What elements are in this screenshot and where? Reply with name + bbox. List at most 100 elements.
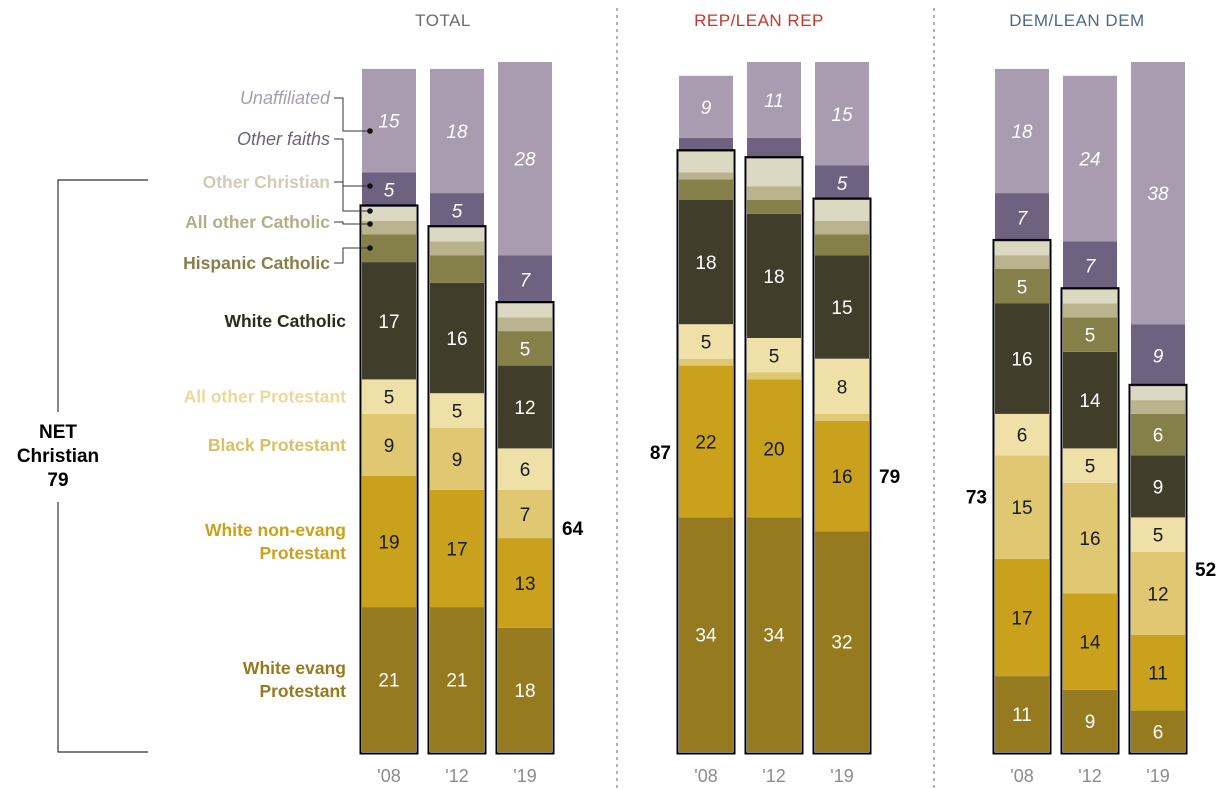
data-label-total-12-all-other-protestant: 5 xyxy=(452,401,463,422)
bar-segment-total-19-white-non-evang-protestant xyxy=(498,538,552,628)
data-label-dem-lean-dem-12-all-other-protestant: 5 xyxy=(1085,457,1096,478)
bar-segment-rep-lean-rep-12-white-non-evang-protestant xyxy=(747,379,801,518)
data-label-dem-lean-dem-08-white-non-evang-protestant: 17 xyxy=(1011,608,1032,629)
net-christian-label-line-2: Christian xyxy=(17,446,99,467)
bar-segment-rep-lean-rep-12-black-protestant xyxy=(747,372,801,380)
data-label-rep-lean-rep-08-all-other-protestant: 5 xyxy=(701,332,712,353)
bar-segment-total-12-hispanic-catholic xyxy=(430,255,484,283)
bar-segment-dem-lean-dem-08-white-non-evang-protestant xyxy=(995,558,1049,677)
category-label-white-catholic-line-1: White Catholic xyxy=(224,311,346,331)
bar-segment-total-12-all-other-catholic xyxy=(430,241,484,256)
data-label-rep-lean-rep-08-white-catholic: 18 xyxy=(695,253,716,274)
data-label-total-19-all-other-protestant: 6 xyxy=(520,460,531,481)
leader-line-hispanic-catholic xyxy=(334,247,370,264)
group-title-total: TOTAL xyxy=(415,11,471,30)
year-label-total-08: '08 xyxy=(377,766,400,786)
bar-segment-total-19-white-evang-protestant xyxy=(498,627,552,752)
bar-segment-total-08-other-christian xyxy=(362,206,416,221)
bar-segment-total-19-all-other-protestant xyxy=(498,448,552,490)
net-christian-label-bg xyxy=(22,412,94,502)
category-label-hispanic-catholic: Hispanic Catholic xyxy=(183,253,330,273)
data-label-rep-lean-rep-19-other-faiths: 5 xyxy=(837,174,848,195)
category-label-all-other-protestant: All other Protestant xyxy=(184,387,347,407)
bar-segment-total-08-all-other-protestant xyxy=(362,379,416,414)
bar-segment-rep-lean-rep-12-hispanic-catholic xyxy=(747,200,801,214)
bar-segment-dem-lean-dem-12-black-protestant xyxy=(1063,482,1117,594)
bar-segment-dem-lean-dem-08-other-faiths xyxy=(995,193,1049,242)
category-label-other-faiths: Other faiths xyxy=(237,129,330,149)
bar-segment-dem-lean-dem-12-white-non-evang-protestant xyxy=(1063,593,1117,690)
bar-segment-rep-lean-rep-12-white-catholic xyxy=(747,213,801,338)
bar-segment-dem-lean-dem-12-white-evang-protestant xyxy=(1063,689,1117,752)
leader-dot-other-christian xyxy=(367,208,373,214)
bar-segment-dem-lean-dem-08-white-catholic xyxy=(995,303,1049,414)
data-label-total-12-other-faiths: 5 xyxy=(452,201,463,222)
data-label-rep-lean-rep-08-white-evang-protestant: 34 xyxy=(695,626,717,647)
data-label-total-12-unaffiliated: 18 xyxy=(446,122,468,143)
bar-segment-total-08-black-protestant xyxy=(362,413,416,476)
bar-segment-total-19-white-catholic xyxy=(498,365,552,449)
bar-segment-dem-lean-dem-08-white-evang-protestant xyxy=(995,676,1049,752)
net-christian-box-total-12 xyxy=(427,225,487,755)
bar-segment-total-08-all-other-catholic xyxy=(362,220,416,235)
data-label-rep-lean-rep-19-all-other-protestant: 8 xyxy=(837,377,848,398)
year-label-rep-lean-rep-19: '19 xyxy=(830,766,853,786)
bar-segment-dem-lean-dem-19-white-evang-protestant xyxy=(1131,710,1185,752)
data-label-total-19-unaffiliated: 28 xyxy=(513,150,536,171)
leader-line-unaffiliated xyxy=(334,97,370,132)
net-christian-box-rep-lean-rep-12 xyxy=(744,156,804,755)
data-label-total-19-white-catholic: 12 xyxy=(514,398,535,419)
bar-segment-dem-lean-dem-19-hispanic-catholic xyxy=(1131,413,1185,456)
data-label-dem-lean-dem-12-black-protestant: 16 xyxy=(1079,529,1100,550)
data-label-dem-lean-dem-08-unaffiliated: 18 xyxy=(1011,122,1033,143)
data-label-dem-lean-dem-19-white-catholic: 9 xyxy=(1153,477,1164,498)
data-label-total-08-white-catholic: 17 xyxy=(378,312,399,333)
net-christian-box-rep-lean-rep-19 xyxy=(812,197,872,755)
bar-segment-dem-lean-dem-19-white-non-evang-protestant xyxy=(1131,634,1185,711)
category-label-white-evang-protestant: White evang Protestant xyxy=(243,658,346,701)
bar-segment-rep-lean-rep-19-unaffiliated xyxy=(815,62,869,166)
net-christian-label-line-3: 79 xyxy=(47,470,68,491)
bar-segment-rep-lean-rep-12-all-other-protestant xyxy=(747,338,801,373)
data-label-rep-lean-rep-12-white-evang-protestant: 34 xyxy=(763,626,785,647)
bar-segment-dem-lean-dem-19-all-other-protestant xyxy=(1131,517,1185,552)
net-christian-box-dem-lean-dem-08 xyxy=(992,238,1052,755)
category-label-white-non-evang-protestant-line-1: White non-evang xyxy=(205,520,346,540)
group-title-rep-lean-rep: REP/LEAN REP xyxy=(694,11,824,30)
leader-line-other-faiths xyxy=(334,138,370,187)
bar-segment-rep-lean-rep-08-all-other-protestant xyxy=(679,324,733,359)
bar-segment-dem-lean-dem-08-all-other-catholic xyxy=(995,255,1049,269)
bar-segment-rep-lean-rep-08-white-non-evang-protestant xyxy=(679,365,733,518)
net-christian-value-rep-lean-rep-08: 87 xyxy=(650,443,671,464)
bar-segment-dem-lean-dem-08-unaffiliated xyxy=(995,68,1049,194)
data-label-rep-lean-rep-12-white-catholic: 18 xyxy=(763,267,784,288)
bar-segment-total-19-other-christian xyxy=(498,303,552,318)
data-label-dem-lean-dem-12-unaffiliated: 24 xyxy=(1078,150,1100,171)
category-label-black-protestant: Black Protestant xyxy=(208,435,346,455)
category-label-black-protestant-line-1: Black Protestant xyxy=(208,435,346,455)
bar-segment-dem-lean-dem-19-other-christian xyxy=(1131,386,1185,401)
category-label-other-christian: Other Christian xyxy=(203,172,330,192)
bar-segment-dem-lean-dem-12-other-christian xyxy=(1063,289,1117,304)
data-label-dem-lean-dem-19-white-evang-protestant: 6 xyxy=(1153,722,1164,743)
data-label-dem-lean-dem-08-other-faiths: 7 xyxy=(1017,208,1029,229)
bar-segment-total-19-hispanic-catholic xyxy=(498,331,552,366)
data-label-dem-lean-dem-08-white-evang-protestant: 11 xyxy=(1012,705,1032,726)
data-label-dem-lean-dem-19-black-protestant: 12 xyxy=(1147,584,1168,605)
bar-segment-rep-lean-rep-19-white-non-evang-protestant xyxy=(815,420,869,532)
data-label-dem-lean-dem-12-white-evang-protestant: 9 xyxy=(1085,712,1096,733)
bar-segment-rep-lean-rep-12-all-other-catholic xyxy=(747,186,801,200)
bar-segment-total-08-white-non-evang-protestant xyxy=(362,476,416,608)
data-label-rep-lean-rep-19-white-non-evang-protestant: 16 xyxy=(831,467,852,488)
data-label-rep-lean-rep-19-white-evang-protestant: 32 xyxy=(831,633,852,654)
bar-segment-dem-lean-dem-19-unaffiliated xyxy=(1131,62,1185,325)
year-label-rep-lean-rep-08: '08 xyxy=(694,766,717,786)
bar-segment-rep-lean-rep-08-other-faiths xyxy=(679,137,733,152)
data-label-total-19-white-evang-protestant: 18 xyxy=(514,681,535,702)
bar-segment-rep-lean-rep-19-hispanic-catholic xyxy=(815,234,869,256)
bar-segment-total-12-other-faiths xyxy=(430,193,484,228)
leader-line-all-other-catholic xyxy=(334,221,370,225)
year-label-total-19: '19 xyxy=(513,766,536,786)
leader-dot-hispanic-catholic xyxy=(367,245,373,251)
